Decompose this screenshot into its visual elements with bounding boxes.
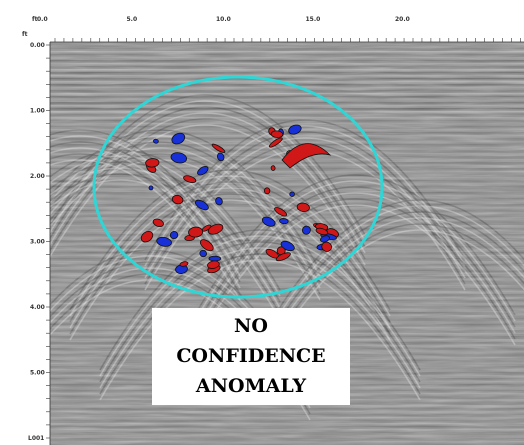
anomaly-blob: [275, 252, 291, 262]
file-label: L001: [28, 435, 44, 442]
x-unit: ft: [32, 16, 38, 23]
anomaly-blob: [288, 124, 302, 135]
x-tick-label: 15.0: [306, 16, 321, 23]
anomaly-blob: [281, 143, 332, 169]
y-tick-label: 3.00: [30, 239, 45, 246]
anomaly-blob: [152, 218, 164, 227]
anomaly-blob: [211, 143, 226, 153]
annotation-line: ANOMALY: [195, 375, 307, 397]
anomaly-blob: [289, 191, 295, 197]
anomaly-outline: [92, 75, 384, 299]
annotation-line: CONFIDENCE: [176, 345, 325, 367]
y-tick-label: 2.00: [30, 173, 45, 180]
anomaly-blob: [268, 137, 283, 148]
anomaly-blob: [199, 249, 207, 258]
anomaly-blob: [207, 260, 220, 269]
anomaly-blob: [197, 165, 209, 176]
anomaly-blob: [263, 187, 271, 195]
anomaly-blob: [207, 223, 224, 235]
anomaly-blob: [171, 194, 184, 205]
anomaly-blob: [140, 230, 154, 243]
anomaly-blob: [199, 239, 214, 252]
anomaly-blob: [216, 152, 225, 162]
x-tick-label: 0.0: [37, 16, 48, 23]
anomaly-blob: [280, 240, 295, 252]
y-tick-label: 4.00: [30, 304, 45, 311]
anomaly-blob: [148, 185, 154, 191]
anomaly-blob: [274, 207, 288, 217]
y-tick-label: 1.00: [30, 108, 45, 115]
anomaly-blob: [156, 236, 172, 247]
x-tick-label: 10.0: [216, 16, 231, 23]
anomaly-blob: [279, 218, 289, 225]
x-tick-label: 5.0: [127, 16, 138, 23]
anomaly-blob: [169, 231, 179, 240]
y-unit: ft: [22, 31, 28, 38]
anomaly-blob: [170, 152, 188, 164]
anomaly-blob: [188, 226, 204, 238]
anomaly-blob: [194, 199, 209, 211]
anomaly-blob: [301, 225, 311, 235]
y-tick-label: 5.00: [30, 370, 45, 377]
y-tick-label: 0.00: [30, 42, 45, 49]
anomaly-blob: [270, 165, 276, 171]
annotation-box: [152, 308, 350, 405]
anomaly-blob: [315, 227, 329, 236]
anomaly-blob: [208, 255, 222, 262]
anomaly-blob: [321, 241, 333, 252]
anomaly-blob: [145, 158, 160, 168]
anomaly-blob: [183, 175, 197, 184]
anomaly-blob: [153, 138, 159, 144]
anomaly-blob: [179, 261, 189, 267]
anomaly-blob: [296, 202, 310, 212]
anomaly-blob: [215, 197, 223, 206]
annotation-line: NO: [234, 315, 268, 337]
anomaly-blob: [270, 130, 284, 138]
anomaly-blob: [171, 132, 186, 145]
x-tick-label: 20.0: [395, 16, 410, 23]
anomaly-blob: [261, 216, 276, 227]
anomaly-blob: [319, 235, 331, 243]
